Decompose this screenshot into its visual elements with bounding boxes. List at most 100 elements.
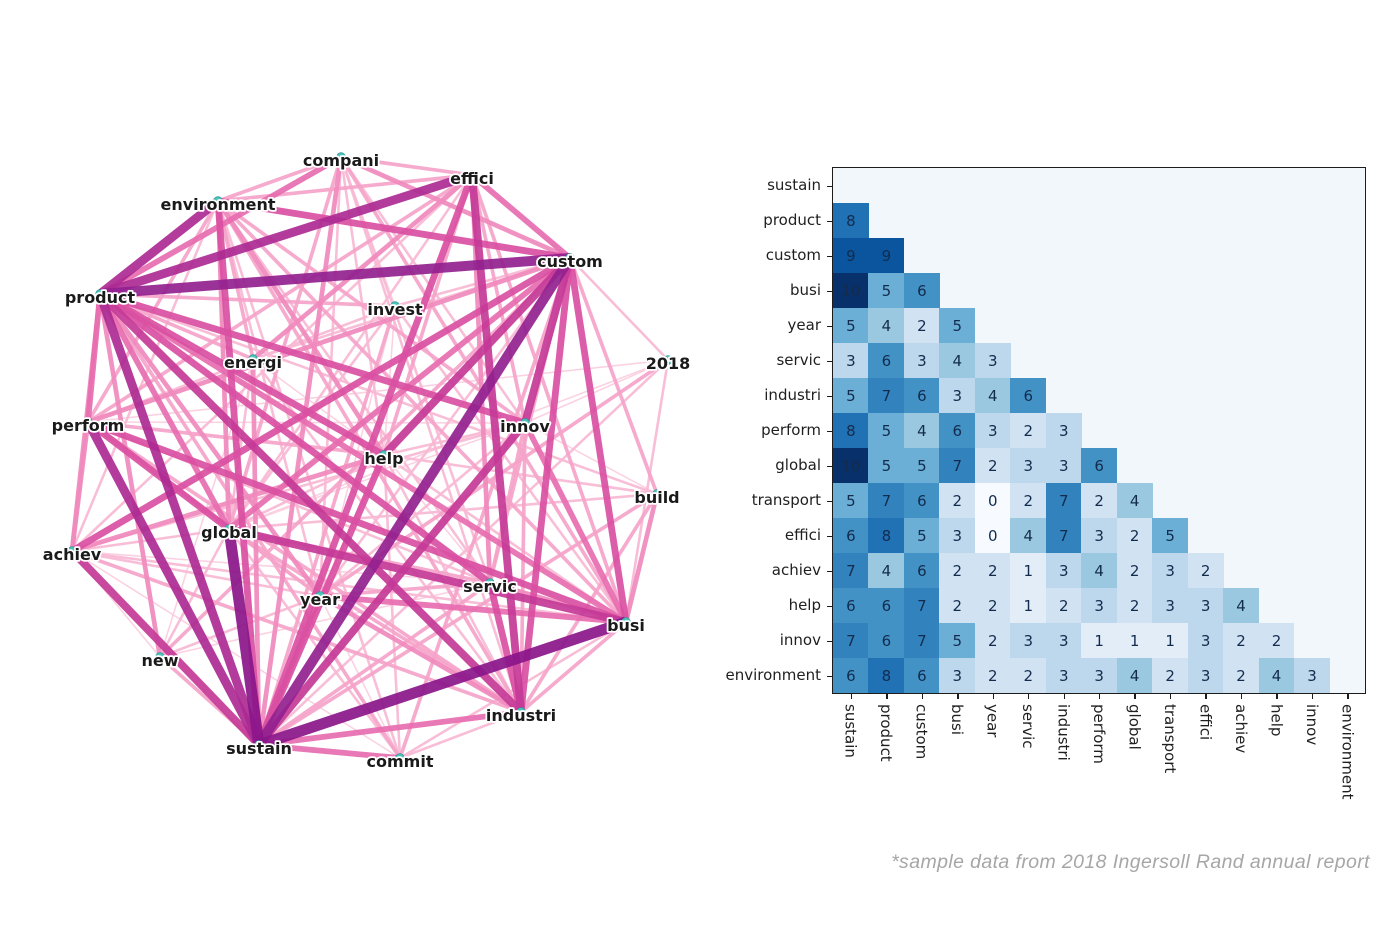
heatmap-cell: 2 [1010, 658, 1047, 694]
network-edge [383, 453, 658, 496]
network-node-label: industri [486, 706, 556, 725]
network-node-label: custom [537, 252, 603, 271]
heatmap-cell: 3 [833, 343, 869, 379]
heatmap-cell: 5 [903, 448, 940, 484]
heatmap-cell: 8 [833, 413, 869, 449]
network-node [565, 253, 575, 263]
axis-tick [827, 465, 833, 467]
network-node-label: 2018 [646, 354, 691, 373]
axis-tick [827, 605, 833, 607]
network-edge [255, 420, 529, 748]
heatmap-row-label: achiev [771, 561, 821, 579]
axis-tick [1028, 693, 1030, 699]
network-edge [258, 492, 658, 747]
heatmap-cell: 6 [903, 553, 940, 589]
network-edge [399, 710, 522, 760]
heatmap-cell: 3 [1045, 448, 1082, 484]
heatmap-column-label: achiev [1231, 704, 1250, 754]
heatmap-column-label: innov [1302, 704, 1321, 746]
axis-tick [1063, 693, 1065, 699]
heatmap-cell: 2 [1258, 623, 1295, 659]
network-node-label: global [201, 523, 257, 542]
heatmap-cell: 2 [974, 623, 1011, 659]
axis-tick [1311, 693, 1314, 699]
network-node [485, 578, 495, 588]
heatmap-cell: 0 [974, 518, 1011, 554]
axis-tick [827, 325, 833, 327]
heatmap-cell: 10 [833, 273, 869, 309]
network-edge [214, 200, 263, 746]
heatmap-cell: 3 [1081, 658, 1118, 694]
network-edge [87, 255, 571, 425]
heatmap-cell: 3 [1010, 448, 1047, 484]
heatmap-cell: 6 [903, 658, 940, 694]
network-edge [217, 155, 342, 203]
heatmap-cell: 7 [868, 378, 905, 414]
network-node [67, 546, 77, 556]
heatmap-row-label: sustain [767, 176, 821, 194]
heatmap-column-label: effici [1196, 704, 1215, 741]
network-edge [159, 582, 491, 658]
heatmap-cell: 7 [833, 553, 869, 589]
heatmap-cell: 2 [1187, 553, 1224, 589]
heatmap-row-label: busi [789, 281, 821, 299]
network-edge [524, 359, 669, 424]
heatmap-cell: 1 [1010, 553, 1047, 589]
axis-tick [1205, 693, 1207, 699]
network-node-label: build [634, 488, 679, 507]
heatmap-cell: 4 [868, 308, 905, 344]
heatmap-column-label: help [1267, 704, 1286, 737]
network-edge [258, 709, 522, 748]
network-edge [228, 525, 627, 626]
heatmap-cell: 2 [974, 658, 1011, 694]
network-node [155, 652, 165, 662]
network-node-label: year [300, 590, 340, 609]
axis-tick [827, 640, 833, 642]
network-edge [98, 170, 474, 299]
heatmap-cell: 7 [903, 588, 940, 624]
heatmap-cell: 3 [1081, 518, 1118, 554]
heatmap-column-label: industri [1054, 704, 1073, 761]
heatmap-cell: 6 [868, 623, 905, 659]
heatmap-cell: 2 [1010, 413, 1047, 449]
heatmap-cell: 3 [1010, 623, 1047, 659]
network-edge [566, 257, 630, 623]
network-node-label: new [141, 651, 178, 670]
heatmap-cell: 3 [974, 343, 1011, 379]
network-node [224, 524, 234, 534]
network-edge [99, 292, 658, 496]
network-node [621, 617, 631, 627]
network-node [213, 196, 223, 206]
heatmap-cell: 0 [974, 483, 1011, 519]
network-node-label: busi [607, 616, 645, 635]
heatmap-column-label: product [877, 704, 896, 762]
heatmap-column-label: year [983, 704, 1002, 738]
network-node-label: product [65, 288, 136, 307]
network-edge [522, 421, 629, 624]
network-edge [568, 257, 659, 495]
heatmap-cell: 2 [1223, 623, 1259, 659]
heatmap-cell: 4 [1116, 483, 1153, 519]
heatmap-row-label: product [763, 211, 821, 229]
network-node [663, 355, 673, 365]
heatmap-cell: 3 [1152, 588, 1189, 624]
heatmap-column-label: custom [912, 704, 931, 760]
heatmap-cell: 5 [833, 378, 869, 414]
heatmap-cell: 7 [903, 623, 940, 659]
heatmap-cell: 4 [903, 413, 940, 449]
network-edge [569, 257, 669, 361]
heatmap-cell: 7 [868, 483, 905, 519]
heatmap-cell: 2 [1152, 658, 1189, 694]
network-node [336, 152, 346, 162]
network-node-label: environment [161, 195, 276, 214]
axis-tick [827, 395, 833, 397]
network-node-label: effici [450, 169, 494, 188]
network-edge [217, 197, 571, 262]
heatmap-cell: 4 [1223, 588, 1259, 624]
network-edge [519, 493, 659, 713]
network-edge [223, 528, 265, 746]
network-svg: compani effici environment custom product inv… [41, 149, 692, 773]
network-node-label: commit [367, 752, 434, 771]
heatmap-cell: 3 [1045, 658, 1082, 694]
heatmap-cell: 5 [1152, 518, 1189, 554]
